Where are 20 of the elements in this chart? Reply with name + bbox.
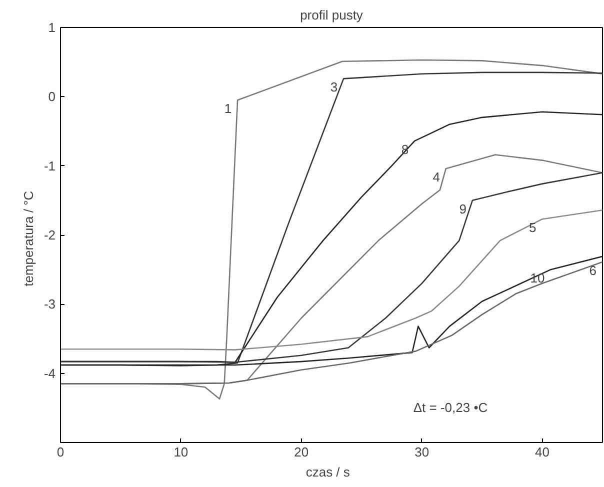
series-label: 9 bbox=[459, 201, 466, 216]
x-tick-label: 20 bbox=[294, 444, 309, 460]
y-tick-label: -4 bbox=[44, 366, 56, 381]
x-tick-label: 40 bbox=[535, 444, 550, 460]
y-tick-label: -2 bbox=[44, 228, 56, 242]
annotation: Δt = -0,23 •C bbox=[413, 400, 488, 415]
series-label: 1 bbox=[224, 101, 232, 116]
y-tick-label: 0 bbox=[48, 89, 56, 104]
series-label: 6 bbox=[589, 262, 597, 278]
y-tick-label: 1 bbox=[48, 20, 56, 35]
x-tick-label: 30 bbox=[414, 444, 430, 460]
x-tick-label: 10 bbox=[174, 444, 188, 460]
series-label: 3 bbox=[330, 80, 338, 95]
y-axis-title: temperatura / °C bbox=[20, 190, 36, 286]
chart-title: profil pusty bbox=[300, 8, 364, 22]
x-axis-title: czas / s bbox=[306, 464, 350, 480]
y-tick-label: -1 bbox=[44, 158, 56, 174]
series-label: 4 bbox=[432, 170, 440, 185]
y-tick-label: -3 bbox=[44, 296, 56, 312]
series-label: 5 bbox=[529, 220, 536, 236]
